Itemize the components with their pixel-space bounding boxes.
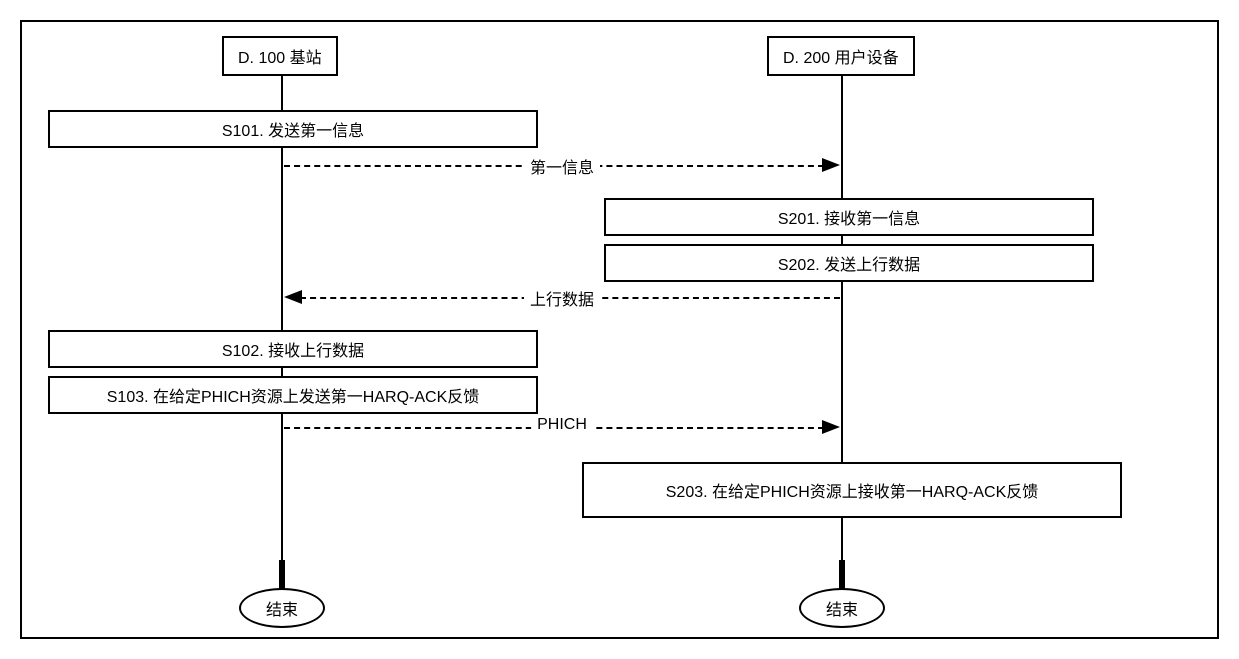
step-label: S201. 接收第一信息 [778, 211, 920, 228]
sequence-diagram: D. 100 基站 D. 200 用户设备 S101. 发送第一信息 S201.… [20, 20, 1219, 639]
step-s202: S202. 发送上行数据 [604, 244, 1094, 282]
step-label: S203. 在给定PHICH资源上接收第一HARQ-ACK反馈 [666, 484, 1039, 501]
end-node-left: 结束 [239, 588, 325, 628]
step-s102: S102. 接收上行数据 [48, 330, 538, 368]
participant-user-equipment: D. 200 用户设备 [767, 36, 915, 76]
arrow-icon [822, 420, 840, 434]
step-label: S202. 发送上行数据 [778, 257, 920, 274]
step-label: S103. 在给定PHICH资源上发送第一HARQ-ACK反馈 [107, 389, 480, 406]
step-s203: S203. 在给定PHICH资源上接收第一HARQ-ACK反馈 [582, 462, 1122, 518]
arrow-icon [284, 290, 302, 304]
participant-label: D. 200 用户设备 [783, 50, 899, 67]
end-label: 结束 [826, 596, 858, 620]
participant-label: D. 100 基站 [238, 50, 322, 67]
message-label: PHICH [531, 416, 593, 434]
participant-base-station: D. 100 基站 [222, 36, 338, 76]
lifeline-tail-right [839, 560, 845, 590]
step-s201: S201. 接收第一信息 [604, 198, 1094, 236]
step-s103: S103. 在给定PHICH资源上发送第一HARQ-ACK反馈 [48, 376, 538, 414]
message-label: 上行数据 [524, 286, 600, 310]
end-node-right: 结束 [799, 588, 885, 628]
lifeline-tail-left [279, 560, 285, 590]
step-s101: S101. 发送第一信息 [48, 110, 538, 148]
arrow-icon [822, 158, 840, 172]
step-label: S101. 发送第一信息 [222, 123, 364, 140]
step-label: S102. 接收上行数据 [222, 343, 364, 360]
end-label: 结束 [266, 596, 298, 620]
message-label: 第一信息 [524, 154, 600, 178]
